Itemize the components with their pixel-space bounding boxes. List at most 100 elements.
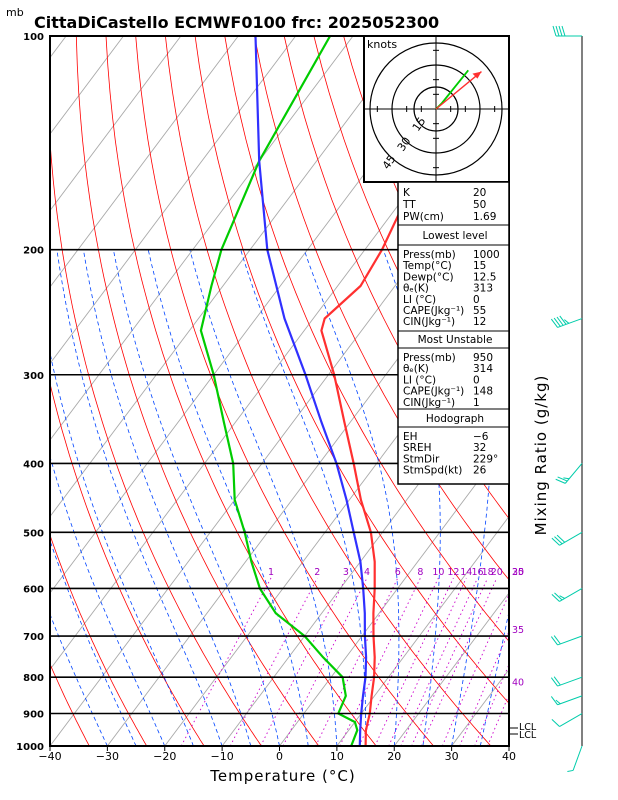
isotherm-line — [393, 592, 509, 746]
wind-barb-flag — [557, 476, 568, 482]
lowest-level-value: 1000 — [473, 249, 500, 261]
lowest-level-value: 12.5 — [473, 271, 496, 283]
dry-adiabat-line — [254, 36, 509, 581]
lowest-level-label: θₑ(K) — [403, 283, 429, 295]
dry-adiabat-line — [552, 36, 618, 746]
hodograph-rings — [364, 36, 509, 182]
temperature-tick-label: −40 — [38, 750, 61, 763]
wind-barb-flag — [559, 595, 565, 599]
dry-adiabat-line — [75, 36, 320, 746]
mixing-ratio-line — [411, 577, 489, 746]
isotherm-line — [107, 209, 509, 746]
wind-barb-flag — [561, 25, 566, 37]
temperature-tick-label: 40 — [502, 750, 516, 763]
stability-table: K 20 TT 50 PW(cm) 1.69 Lowest level Pres… — [397, 181, 510, 485]
index-label-pw: PW(cm) — [403, 211, 444, 223]
dry-adiabat-line — [50, 663, 90, 746]
wind-barb — [552, 25, 582, 37]
chart-title: CittaDiCastello ECMWF0100 frc: 202505230… — [34, 13, 439, 32]
dry-adiabat-line — [105, 36, 377, 746]
most-unstable-label: CAPE(Jkg⁻¹) — [403, 386, 464, 398]
isotherm-line — [50, 36, 239, 288]
mixing-ratio-label: 8 — [417, 567, 423, 578]
index-value-tt: 50 — [473, 199, 486, 211]
pressure-tick-label: 200 — [23, 246, 44, 257]
wind-barb — [567, 745, 583, 773]
pressure-tick-label: 700 — [23, 632, 44, 643]
moist-adiabat-line — [303, 249, 400, 746]
wind-barb — [551, 588, 583, 602]
dewpoint-profile — [199, 36, 359, 746]
x-axis-label: Temperature (°C) — [209, 767, 355, 785]
dry-adiabat-line — [165, 36, 492, 746]
most-unstable-label: Press(mb) — [403, 352, 456, 364]
wind-barb-flag — [564, 319, 570, 324]
lcl-markers: LCL LCL — [509, 722, 537, 741]
pressure-tick-label: 400 — [23, 459, 44, 470]
mixing-ratio-label: 20 — [491, 567, 503, 578]
moist-adiabat-line — [113, 249, 280, 746]
wind-barb-flag — [553, 635, 561, 645]
lcl-label: LCL — [519, 730, 537, 741]
wind-barb-flag — [550, 318, 558, 328]
mixing-ratio-label: 14 — [460, 567, 472, 578]
index-value-k: 20 — [473, 187, 486, 199]
dry-adiabat-line — [611, 36, 618, 746]
wind-barb-flag — [551, 718, 560, 727]
lowest-level-label: CIN(Jkg⁻¹) — [403, 316, 455, 328]
lowest-level-header: Lowest level — [422, 230, 487, 242]
lowest-level-value: 313 — [473, 283, 493, 295]
wind-barb — [551, 713, 583, 727]
wind-barb-flag — [552, 25, 557, 37]
wind-barb-flag — [555, 478, 566, 484]
wind-barb-flag — [551, 537, 560, 546]
isotherm-line — [50, 36, 296, 365]
mixing-ratio-label: 35 — [512, 625, 524, 636]
wind-barb-staff — [559, 713, 583, 727]
dry-adiabat-line — [581, 36, 618, 746]
pressure-tick-label: 600 — [23, 584, 44, 595]
storm-motion-arrowhead — [472, 71, 482, 79]
lowest-level-rows: Press(mb) 1000 Temp(°C) 15 Dewp(°C) 12.5 θₑ(K)… — [402, 249, 500, 328]
moist-adiabat-line — [189, 249, 338, 746]
temperature-tick-label: 30 — [445, 750, 459, 763]
index-label-tt: TT — [402, 199, 416, 211]
wind-barb-flag — [563, 477, 570, 480]
wind-barb-flag — [550, 696, 558, 706]
pressure-unit-label: mb — [6, 6, 24, 19]
wind-barb-flag — [556, 534, 566, 543]
lowest-level-value: 0 — [473, 294, 480, 306]
pressure-tick-label: 800 — [23, 673, 44, 684]
lowest-level-label: LI (°C) — [403, 294, 436, 306]
mixing-ratio-label: 2 — [314, 567, 320, 578]
mixing-ratio-label: 12 — [447, 567, 459, 578]
pressure-tick-label: 100 — [23, 32, 44, 43]
wind-barb-staff — [559, 531, 583, 546]
isotherm-line — [0, 36, 9, 746]
wind-barb-flag — [559, 315, 567, 325]
wind-barb-flag — [556, 316, 564, 326]
moist-adiabat-line — [479, 609, 509, 746]
wind-barb-flag — [550, 636, 558, 646]
mixing-ratio-line — [180, 577, 272, 746]
hodograph-param-label: StmSpd(kt) — [403, 465, 462, 477]
wind-barb-staff — [572, 745, 583, 771]
wind-barb-flag — [567, 769, 574, 773]
moist-adiabat-line — [50, 350, 194, 746]
most-unstable-label: θₑ(K) — [403, 363, 429, 375]
temperature-axis-labels: −40 −30 −20 −10 0 10 20 30 40 — [38, 746, 516, 763]
moist-adiabat-line — [50, 613, 108, 746]
lowest-level-value: 55 — [473, 305, 486, 317]
wind-barb-flag — [553, 317, 561, 327]
temperature-tick-label: 0 — [276, 750, 283, 763]
dry-adiabat-line — [135, 36, 434, 746]
mixing-ratio-label: 18 — [482, 567, 494, 578]
hodograph: knots 15 30 45 — [363, 35, 510, 183]
wind-barb-flag — [550, 677, 558, 687]
mixing-ratio-line — [441, 593, 509, 746]
isotherm-line — [50, 36, 354, 441]
dry-adiabat-line — [194, 36, 509, 704]
temperature-tick-label: 10 — [330, 750, 344, 763]
mixing-ratio-label: 16 — [472, 567, 484, 578]
